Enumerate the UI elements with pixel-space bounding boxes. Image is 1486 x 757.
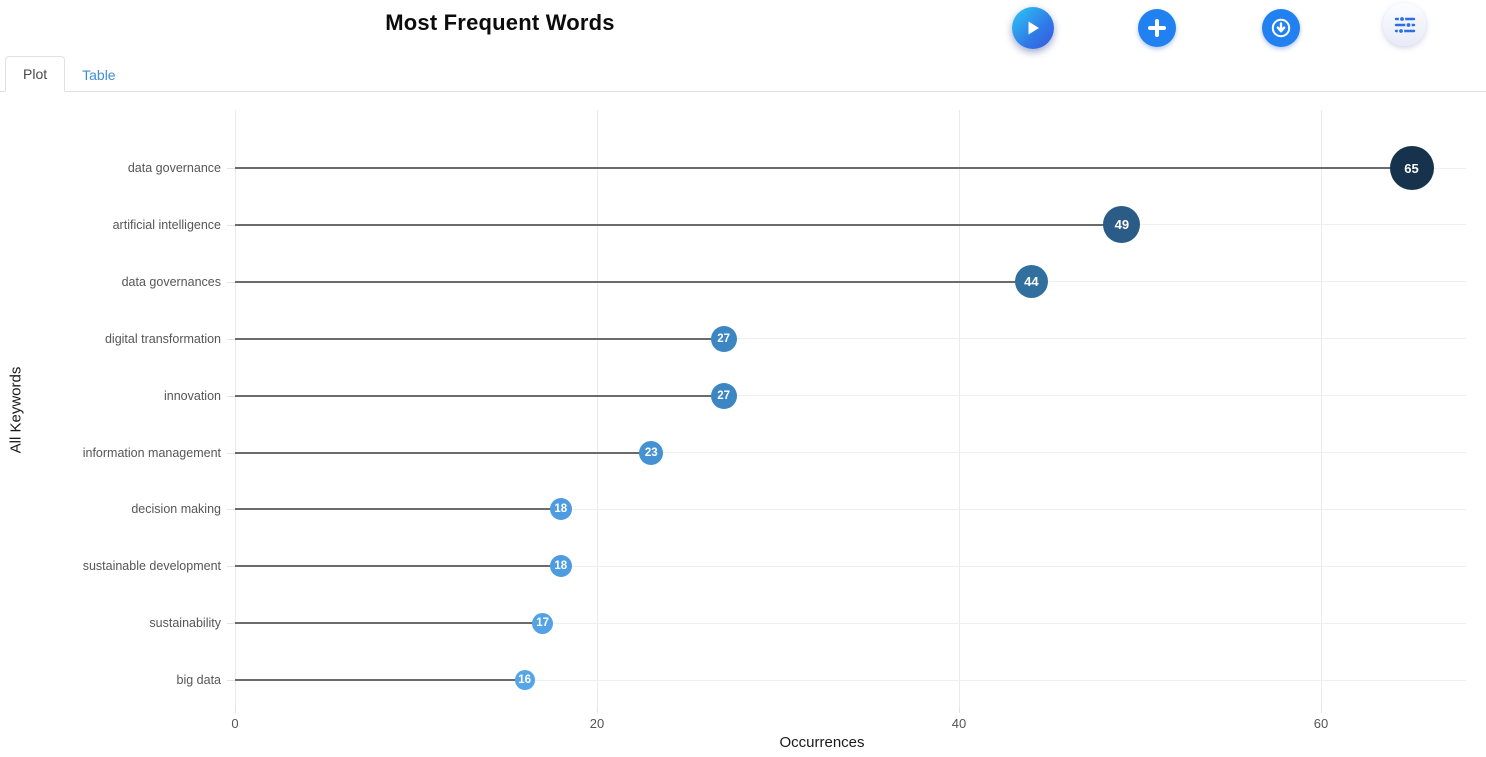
x-gridline (1320, 110, 1322, 707)
lollipop-marker[interactable]: 27 (710, 325, 737, 352)
x-tick-label: 20 (589, 716, 605, 731)
category-label: sustainable development (82, 559, 221, 574)
y-tick-mark (227, 168, 235, 169)
page-title: Most Frequent Words (385, 10, 615, 35)
y-tick-mark (227, 338, 235, 340)
category-label: sustainability (149, 616, 221, 631)
y-tick-mark (227, 680, 235, 682)
x-tick-mark (596, 707, 598, 713)
tab-bar: Plot Table (0, 56, 1486, 92)
lollipop-marker[interactable]: 18 (549, 498, 572, 521)
download-icon (1270, 17, 1292, 39)
lollipop-marker[interactable]: 23 (639, 440, 664, 465)
play-button[interactable] (1012, 7, 1054, 49)
lollipop-stem (235, 280, 1032, 283)
lollipop-stem (235, 565, 561, 568)
category-label: decision making (131, 502, 221, 517)
y-tick-mark (227, 452, 235, 454)
lollipop-stem (235, 337, 724, 340)
x-tick-label: 0 (231, 716, 239, 731)
x-tick-label: 40 (951, 716, 967, 731)
row-track-line (235, 622, 1466, 624)
x-tick-mark (1320, 707, 1322, 713)
lollipop-stem (235, 451, 652, 454)
tab-table[interactable]: Table (82, 67, 116, 83)
row-track-line (235, 508, 1466, 510)
category-label: digital transformation (104, 331, 221, 346)
category-label: information management (82, 445, 221, 460)
add-button[interactable] (1138, 9, 1176, 47)
play-icon (1024, 19, 1042, 37)
tab-plot[interactable]: Plot (5, 56, 66, 92)
plus-icon (1147, 18, 1167, 38)
lollipop-marker[interactable]: 17 (532, 612, 554, 634)
row-track-line (235, 395, 1466, 397)
lollipop-stem (235, 508, 561, 511)
y-tick-mark (227, 281, 235, 283)
lollipop-stem (235, 394, 724, 397)
filter-button[interactable] (1383, 3, 1426, 46)
y-tick-mark (227, 566, 235, 568)
x-tick-mark (234, 707, 236, 713)
y-tick-mark (227, 395, 235, 397)
y-axis-title: All Keywords (7, 366, 25, 454)
row-track-line (235, 565, 1466, 567)
lollipop-chart: 0 20 40 60 data governance 65 artificial intel… (0, 92, 1486, 757)
category-label: big data (176, 673, 221, 688)
lollipop-marker[interactable]: 65 (1389, 146, 1434, 190)
x-tick-mark (958, 707, 960, 713)
x-gridline (596, 110, 598, 707)
lollipop-marker[interactable]: 27 (710, 382, 737, 409)
row-track-line (235, 679, 1466, 681)
header: Most Frequent Words (0, 0, 1486, 56)
row-track-line (235, 338, 1466, 340)
lollipop-stem (235, 223, 1122, 226)
lollipop-stem (235, 622, 543, 625)
y-tick-mark (227, 224, 235, 226)
download-button[interactable] (1262, 9, 1300, 47)
x-gridline (234, 110, 236, 707)
category-label: data governances (121, 274, 221, 289)
x-gridline (958, 110, 960, 707)
x-tick-label: 60 (1313, 716, 1329, 731)
lollipop-stem (235, 167, 1412, 169)
y-tick-mark (227, 509, 235, 511)
lollipop-marker[interactable]: 49 (1103, 206, 1141, 244)
y-tick-mark (227, 623, 235, 625)
x-axis-title: Occurrences (779, 734, 865, 751)
lollipop-marker[interactable]: 18 (549, 555, 572, 578)
category-label: innovation (164, 388, 221, 403)
lollipop-marker[interactable]: 16 (514, 670, 535, 691)
sliders-icon (1393, 13, 1417, 37)
category-label: data governance (127, 161, 221, 175)
lollipop-stem (235, 679, 525, 682)
lollipop-marker[interactable]: 44 (1014, 265, 1048, 299)
category-label: artificial intelligence (112, 217, 221, 232)
row-track-line (235, 452, 1466, 453)
